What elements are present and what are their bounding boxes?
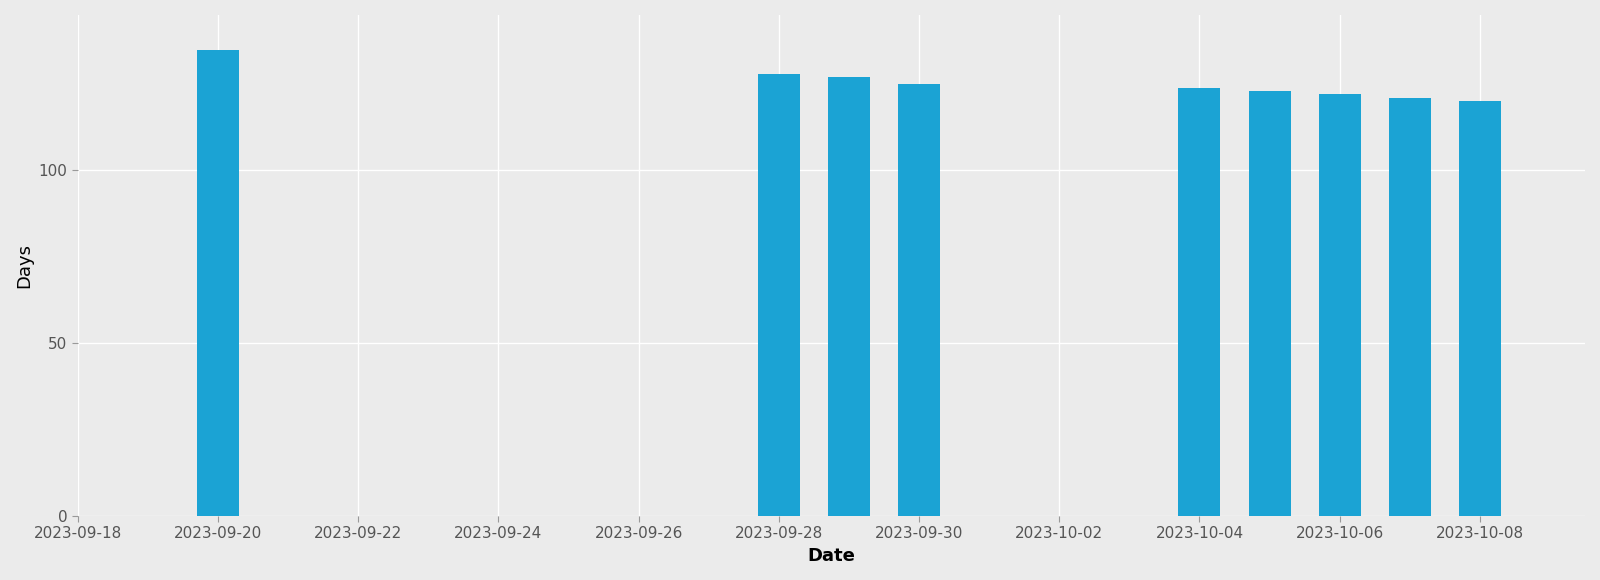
Bar (1389, 98, 1430, 516)
Bar (1318, 95, 1360, 516)
Bar (1248, 91, 1291, 516)
X-axis label: Date: Date (808, 547, 856, 565)
Bar (827, 77, 870, 516)
Bar (898, 84, 941, 516)
Bar (1459, 102, 1501, 516)
Bar (197, 49, 238, 516)
Y-axis label: Days: Days (14, 243, 34, 288)
Bar (1179, 88, 1221, 516)
Bar (758, 74, 800, 516)
